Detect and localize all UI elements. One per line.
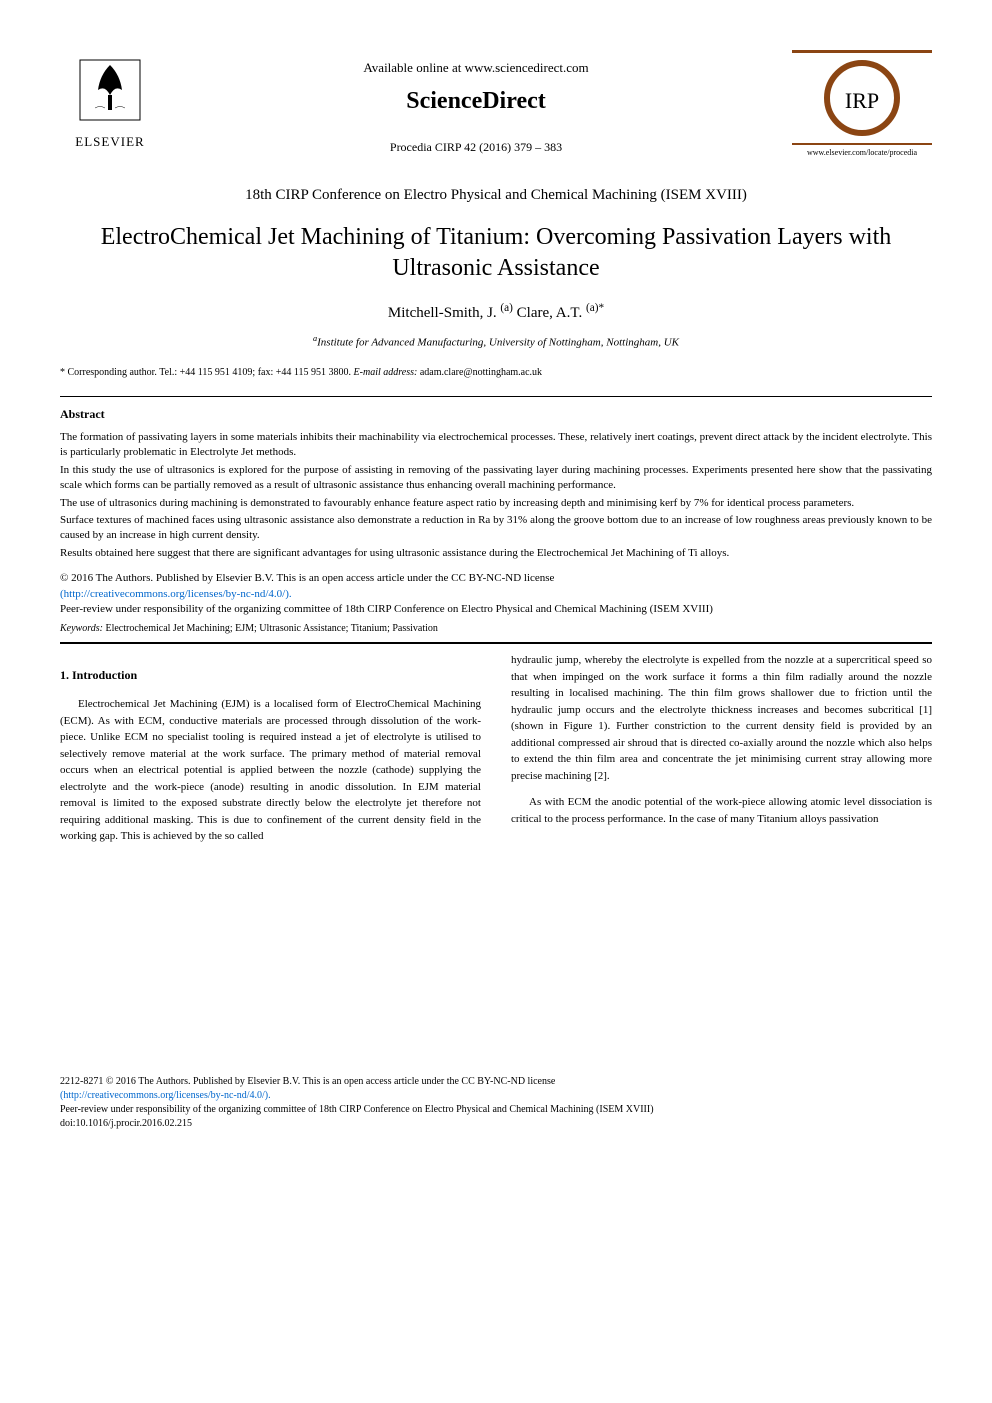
divider-1 — [60, 396, 932, 397]
cirp-url: www.elsevier.com/locate/procedia — [807, 148, 917, 157]
body-column-left: 1. Introduction Electrochemical Jet Mach… — [60, 652, 481, 855]
authors: Mitchell-Smith, J. (a) Clare, A.T. (a)* — [60, 302, 932, 322]
body-column-right: hydraulic jump, whereby the electrolyte … — [511, 652, 932, 855]
available-online-text: Available online at www.sciencedirect.co… — [160, 60, 792, 76]
license-link[interactable]: (http://creativecommons.org/licenses/by-… — [60, 588, 292, 600]
section1-col2-p2: As with ECM the anodic potential of the … — [511, 794, 932, 827]
elsevier-tree-icon — [70, 50, 150, 130]
footer-issn: 2212-8271 © 2016 The Authors. Published … — [60, 1076, 555, 1087]
cirp-text: IRP — [845, 88, 879, 113]
copyright-line1: © 2016 The Authors. Published by Elsevie… — [60, 572, 554, 584]
abstract-p2: In this study the use of ultrasonics is … — [60, 463, 932, 494]
cirp-bottom-line — [792, 143, 932, 145]
abstract-p1: The formation of passivating layers in s… — [60, 430, 932, 461]
cirp-logo-icon: IRP — [822, 58, 902, 138]
elsevier-label: ELSEVIER — [75, 134, 144, 150]
page-footer: 2212-8271 © 2016 The Authors. Published … — [60, 1075, 932, 1131]
cirp-logo-container: IRP www.elsevier.com/locate/procedia — [792, 50, 932, 157]
cirp-top-line — [792, 50, 932, 53]
paper-title: ElectroChemical Jet Machining of Titaniu… — [60, 222, 932, 284]
copyright-block: © 2016 The Authors. Published by Elsevie… — [60, 571, 932, 617]
journal-citation: Procedia CIRP 42 (2016) 379 – 383 — [160, 140, 792, 155]
abstract-p5: Results obtained here suggest that there… — [60, 546, 932, 561]
abstract-body: The formation of passivating layers in s… — [60, 430, 932, 561]
keywords-line: Keywords: Electrochemical Jet Machining;… — [60, 623, 932, 634]
body-columns: 1. Introduction Electrochemical Jet Mach… — [60, 652, 932, 855]
keywords-label: Keywords: — [60, 623, 103, 634]
header-row: ELSEVIER Available online at www.science… — [60, 50, 932, 157]
peer-review-text: Peer-review under responsibility of the … — [60, 603, 713, 615]
corresponding-author: * Corresponding author. Tel.: +44 115 95… — [60, 367, 932, 378]
header-center: Available online at www.sciencedirect.co… — [160, 50, 792, 155]
abstract-p3: The use of ultrasonics during machining … — [60, 496, 932, 511]
footer-doi: doi:10.1016/j.procir.2016.02.215 — [60, 1118, 192, 1129]
sciencedirect-logo: ScienceDirect — [160, 88, 792, 115]
abstract-p4: Surface textures of machined faces using… — [60, 513, 932, 544]
section1-col2-p1: hydraulic jump, whereby the electrolyte … — [511, 652, 932, 784]
conference-name: 18th CIRP Conference on Electro Physical… — [60, 187, 932, 204]
elsevier-logo: ELSEVIER — [60, 50, 160, 150]
section-1-heading: 1. Introduction — [60, 666, 481, 684]
affiliation: aInstitute for Advanced Manufacturing, U… — [60, 334, 932, 349]
footer-peer-review: Peer-review under responsibility of the … — [60, 1104, 654, 1115]
divider-2 — [60, 642, 932, 644]
keywords-text: Electrochemical Jet Machining; EJM; Ultr… — [103, 623, 438, 634]
section1-col1-p1: Electrochemical Jet Machining (EJM) is a… — [60, 696, 481, 845]
abstract-heading: Abstract — [60, 407, 932, 422]
footer-license-link[interactable]: (http://creativecommons.org/licenses/by-… — [60, 1090, 271, 1101]
